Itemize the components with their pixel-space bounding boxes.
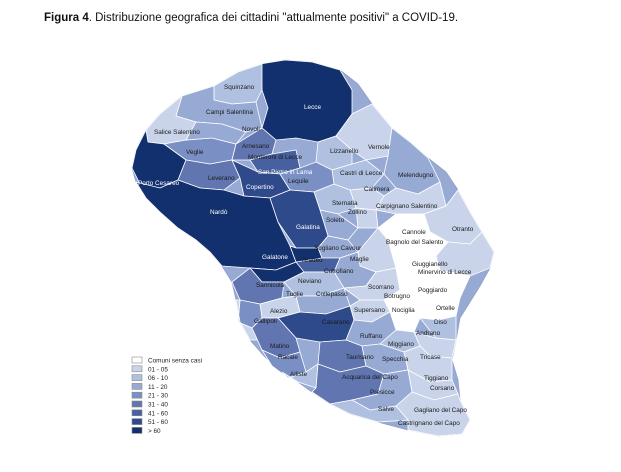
district-gagliano <box>395 391 471 437</box>
town-label: Gallipoli <box>254 318 277 325</box>
town-label: Copertino <box>246 184 274 191</box>
town-label: Poggiardo <box>418 287 448 294</box>
town-label: Gagliano del Capo <box>414 407 467 414</box>
town-label: Miggiano <box>388 341 414 348</box>
town-label: Campi Salentina <box>206 109 253 116</box>
town-label: Minervino di Lecce <box>418 269 472 276</box>
town-label: Alliste <box>290 371 307 378</box>
legend-label: 31 - 40 <box>148 402 168 409</box>
legend-label: 11 - 20 <box>148 384 168 391</box>
town-label: Lecce <box>304 104 321 111</box>
town-label: Zollino <box>348 209 367 216</box>
district-lecce <box>259 59 353 143</box>
town-label: Carpignano Salentino <box>376 203 438 210</box>
figure-caption-text: . Distribuzione geografica dei cittadini… <box>88 12 459 24</box>
town-label: Cannole <box>402 229 426 236</box>
town-label: Corsano <box>430 385 455 392</box>
town-label: Castri di Lecce <box>340 170 383 177</box>
town-label: Collepasso <box>316 291 348 298</box>
district-diso <box>419 315 457 341</box>
legend-label: 06 - 10 <box>148 375 168 382</box>
town-label: Ruffano <box>360 333 383 340</box>
town-label: Aradeo <box>302 257 323 264</box>
town-label: Specchia <box>382 356 409 363</box>
town-label: Scorrano <box>368 284 394 291</box>
town-label: Taurisano <box>346 354 374 361</box>
town-label: Cutrofiano <box>324 268 354 275</box>
town-label: Racale <box>278 354 298 361</box>
town-label: Nociglia <box>392 307 415 314</box>
town-label: Sannicola <box>256 282 285 289</box>
town-label: Calimera <box>364 186 390 193</box>
town-label: Alezio <box>270 308 288 315</box>
town-label: Vernole <box>368 144 390 151</box>
town-label: Matino <box>270 343 290 350</box>
town-label: Veglie <box>186 149 204 156</box>
legend-swatch <box>131 409 143 417</box>
legend-label: 01 - 05 <box>148 366 168 373</box>
legend-swatch <box>131 356 143 364</box>
legend-swatch <box>131 427 143 434</box>
town-label: Acquarica del Capo <box>342 374 398 381</box>
town-label: Porto Cesareo <box>138 180 180 187</box>
town-label: Andrano <box>416 330 441 337</box>
legend-swatch <box>131 391 143 399</box>
legend-label: 51 - 60 <box>148 419 168 426</box>
town-label: Soleto <box>326 217 345 224</box>
legend-label: 41 - 60 <box>148 410 168 417</box>
town-label: Supersano <box>354 307 385 314</box>
town-label: Botrugno <box>384 293 410 300</box>
town-label: Galatina <box>296 224 320 231</box>
town-labels: Squinzano Campi Salentina Lecce Salice S… <box>138 84 474 427</box>
legend-swatch <box>131 383 143 390</box>
town-label: Leverano <box>208 175 235 182</box>
legend-swatch <box>131 400 143 408</box>
figure-caption: Figura 4. Distribuzione geografica dei c… <box>44 12 458 24</box>
legend-label: 21 - 30 <box>148 393 168 400</box>
legend-label: Comuni senza casi <box>148 358 202 365</box>
town-label: Casarano <box>322 319 350 326</box>
town-label: Tuglie <box>286 291 304 298</box>
town-label: Lizzanello <box>330 148 359 155</box>
town-label: Novoli <box>242 126 260 133</box>
town-label: Diso <box>434 319 447 326</box>
town-label: Sogliano Cavour <box>314 245 362 252</box>
town-label: Tricase <box>420 354 441 361</box>
town-label: Sternatia <box>332 200 358 207</box>
legend-swatch <box>131 418 143 425</box>
town-label: Castrignano del Capo <box>398 420 460 427</box>
town-label: Melendugno <box>398 172 434 179</box>
figure-label: Figura 4 <box>44 12 89 24</box>
legend-swatch <box>131 374 143 381</box>
town-label: Nardò <box>210 209 228 216</box>
legend-label: > 60 <box>148 428 161 435</box>
legend-swatch <box>131 365 143 373</box>
town-label: Otranto <box>452 226 474 233</box>
town-label: Maglie <box>350 256 369 263</box>
town-label: Bagnolo del Salento <box>386 239 444 246</box>
town-label: Presicce <box>370 389 395 396</box>
town-label: Galatone <box>262 254 288 261</box>
town-label: Arnesano <box>242 143 270 150</box>
town-label: Tiggiano <box>424 375 449 382</box>
town-label: Salve <box>378 406 394 413</box>
town-label: Lequile <box>288 178 309 185</box>
town-label: Ortelle <box>436 305 455 312</box>
town-label: Salice Salentino <box>154 129 200 136</box>
town-label: Monteroni di Lecce <box>248 154 302 161</box>
town-label: San Pietro in Lama <box>258 169 313 176</box>
town-label: Squinzano <box>224 84 255 91</box>
town-label: Giuggianello <box>412 261 448 268</box>
town-label: Neviano <box>298 278 322 285</box>
